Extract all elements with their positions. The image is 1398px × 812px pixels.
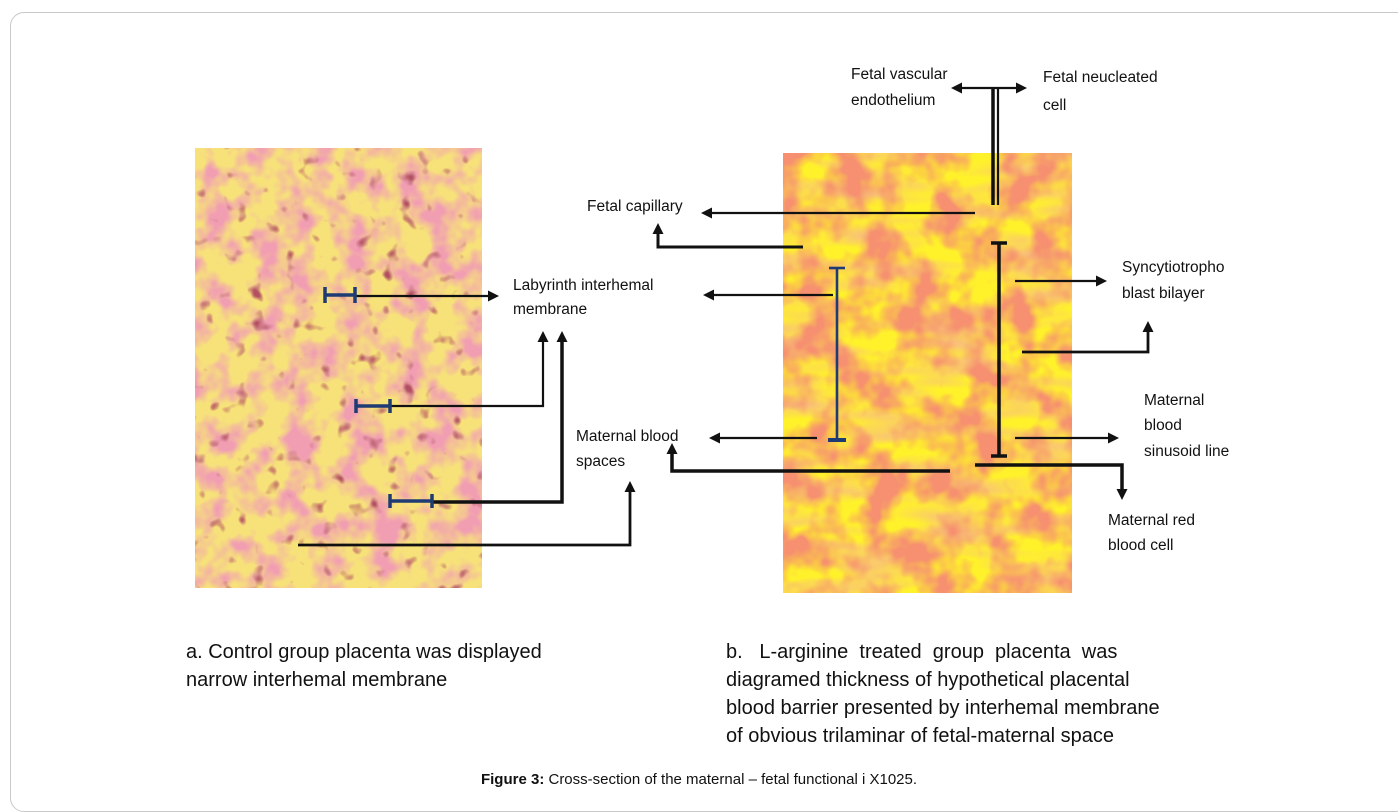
label-fetal-vascular-line2: endothelium	[851, 92, 936, 109]
figure-caption: Figure 3: Cross-section of the maternal …	[0, 771, 1398, 788]
micrograph-a	[195, 148, 482, 588]
arrowheads-b	[652, 82, 1154, 500]
label-syncytio-line1: Syncytiotropho	[1122, 259, 1225, 276]
micrograph-b	[783, 153, 1072, 593]
annotations-a	[298, 294, 632, 547]
caption-b-line2: diagramed thickness of hypothetical plac…	[726, 669, 1130, 691]
annotations-b	[656, 86, 1150, 490]
caption-a-line2: narrow interhemal membrane	[186, 669, 448, 691]
caption-a-line1: a. Control group placenta was displayed	[186, 641, 542, 663]
label-labyrinth-line1: Labyrinth interhemal	[513, 277, 654, 294]
label-syncytio-line2: blast bilayer	[1122, 285, 1205, 302]
barrier-bar-black	[991, 241, 1007, 458]
label-maternal-sinusoid-line2: blood	[1144, 417, 1182, 434]
figure-caption-label: Figure 3:	[480, 771, 545, 788]
arrowheads-a	[488, 290, 636, 492]
label-maternal-spaces-line1: Maternal blood	[576, 428, 679, 445]
label-maternal-rbc-line1: Maternal red	[1108, 512, 1196, 529]
barrier-bar-blue	[828, 266, 846, 442]
caption-b-line3: blood barrier presented by interhemal me…	[726, 697, 1160, 719]
label-labyrinth-line2: membrane	[513, 301, 588, 318]
figure-caption-text: Cross-section of the maternal – fetal fu…	[548, 771, 918, 788]
label-fetal-nucleated-line1: Fetal neucleated	[1043, 69, 1158, 86]
caption-b-line4: of obvious trilaminar of fetal-maternal …	[726, 725, 1114, 747]
scale-bars-a	[323, 287, 434, 508]
label-fetal-nucleated-line2: cell	[1043, 97, 1067, 114]
label-maternal-spaces-line2: spaces	[576, 453, 626, 470]
label-maternal-sinusoid-line1: Maternal	[1144, 392, 1205, 409]
label-maternal-rbc-line2: blood cell	[1108, 537, 1174, 554]
label-maternal-sinusoid-line3: sinusoid line	[1144, 443, 1230, 460]
label-fetal-capillary: Fetal capillary	[587, 198, 683, 215]
caption-b-line1: b. L-arginine treated group placenta was	[726, 641, 1118, 663]
label-fetal-vascular-line1: Fetal vascular	[851, 66, 948, 83]
